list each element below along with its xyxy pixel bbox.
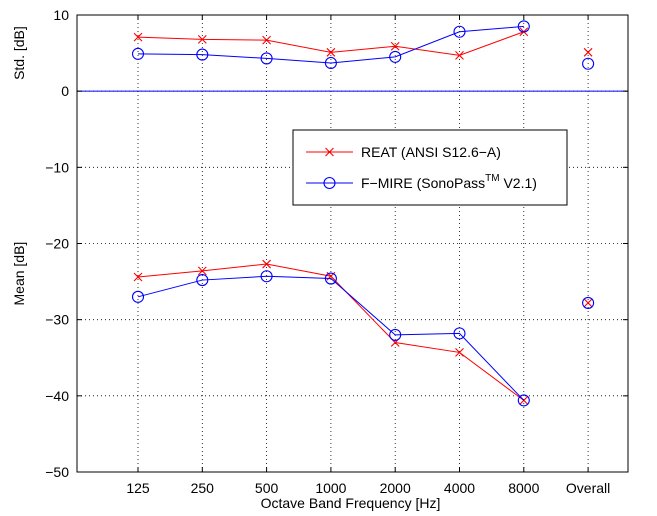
- data-point: [326, 47, 336, 57]
- data-point: [262, 259, 271, 269]
- data-point: [517, 20, 530, 33]
- series-std-o: [131, 20, 595, 70]
- data-point: [324, 272, 337, 285]
- x-tick-label: 4000: [444, 480, 475, 496]
- series-layer: [131, 20, 595, 407]
- legend-entry-fmire-tail: V2.1): [500, 175, 537, 191]
- grid: [77, 14, 628, 473]
- y-tick-label: −20: [45, 236, 69, 252]
- data-point: [196, 274, 209, 287]
- data-point: [455, 50, 464, 60]
- data-point: [131, 290, 145, 303]
- data-point: [196, 48, 209, 61]
- data-point: [197, 266, 207, 276]
- data-point: [262, 35, 271, 45]
- x-tick-label: 1000: [315, 480, 346, 496]
- y-tick-label: −30: [45, 312, 69, 328]
- data-point: [453, 327, 466, 340]
- y-tick-label: −50: [45, 464, 69, 480]
- data-point: [455, 348, 464, 357]
- data-point-overall: [582, 57, 595, 70]
- legend-entry-fmire-main: F−MIRE (SonoPass: [361, 175, 485, 191]
- y-axis-label-std: Std. [dB]: [11, 26, 27, 80]
- data-point-overall: [582, 296, 595, 309]
- data-point: [133, 32, 143, 42]
- x-tick-label: 500: [255, 480, 279, 496]
- y-tick-label: −10: [45, 159, 69, 175]
- series-line: [137, 25, 524, 64]
- y-tick-label: 10: [53, 7, 69, 23]
- y-axis-label-mean: Mean [dB]: [11, 242, 27, 306]
- series-std-x: [133, 27, 593, 60]
- data-point: [260, 52, 273, 65]
- legend-entry-reat: REAT (ANSI S12.6−A): [361, 144, 501, 160]
- series-mean-o: [131, 270, 595, 407]
- data-point-overall: [583, 298, 593, 308]
- data-point: [131, 47, 145, 60]
- legend-marker-reat: [325, 147, 334, 157]
- series-mean-x: [133, 259, 593, 405]
- data-point: [389, 50, 402, 63]
- data-point: [453, 25, 466, 38]
- x-axis-label: Octave Band Frequency [Hz]: [261, 495, 441, 511]
- x-tick-label: 125: [126, 480, 150, 496]
- y-tick-label: 0: [61, 83, 69, 99]
- data-point: [260, 270, 273, 283]
- legend-entry-fmire: F−MIRE (SonoPassTM V2.1): [361, 173, 537, 191]
- data-point: [324, 56, 337, 70]
- x-tick-label: 250: [191, 480, 215, 496]
- data-point-overall: [583, 47, 593, 57]
- data-point: [390, 41, 400, 51]
- data-point: [517, 394, 530, 407]
- x-tick-label: 8000: [508, 480, 539, 496]
- x-tick-label: Overall: [566, 480, 610, 496]
- x-tick-label: 2000: [380, 480, 411, 496]
- ticks: 125 250 500 1000 2000 4000 8000 Overall 10 0 −10 −2…: [45, 7, 628, 496]
- legend-entry-fmire-sup: TM: [485, 173, 499, 184]
- legend: REAT (ANSI S12.6−A) F−MIRE (SonoPassTM V…: [292, 129, 568, 206]
- series-line: [137, 275, 525, 401]
- data-point: [133, 272, 143, 282]
- legend-box: [292, 129, 568, 206]
- data-point: [389, 328, 402, 341]
- y-tick-label: −40: [45, 388, 69, 404]
- data-point: [197, 34, 207, 44]
- legend-marker-fmire: [323, 176, 336, 190]
